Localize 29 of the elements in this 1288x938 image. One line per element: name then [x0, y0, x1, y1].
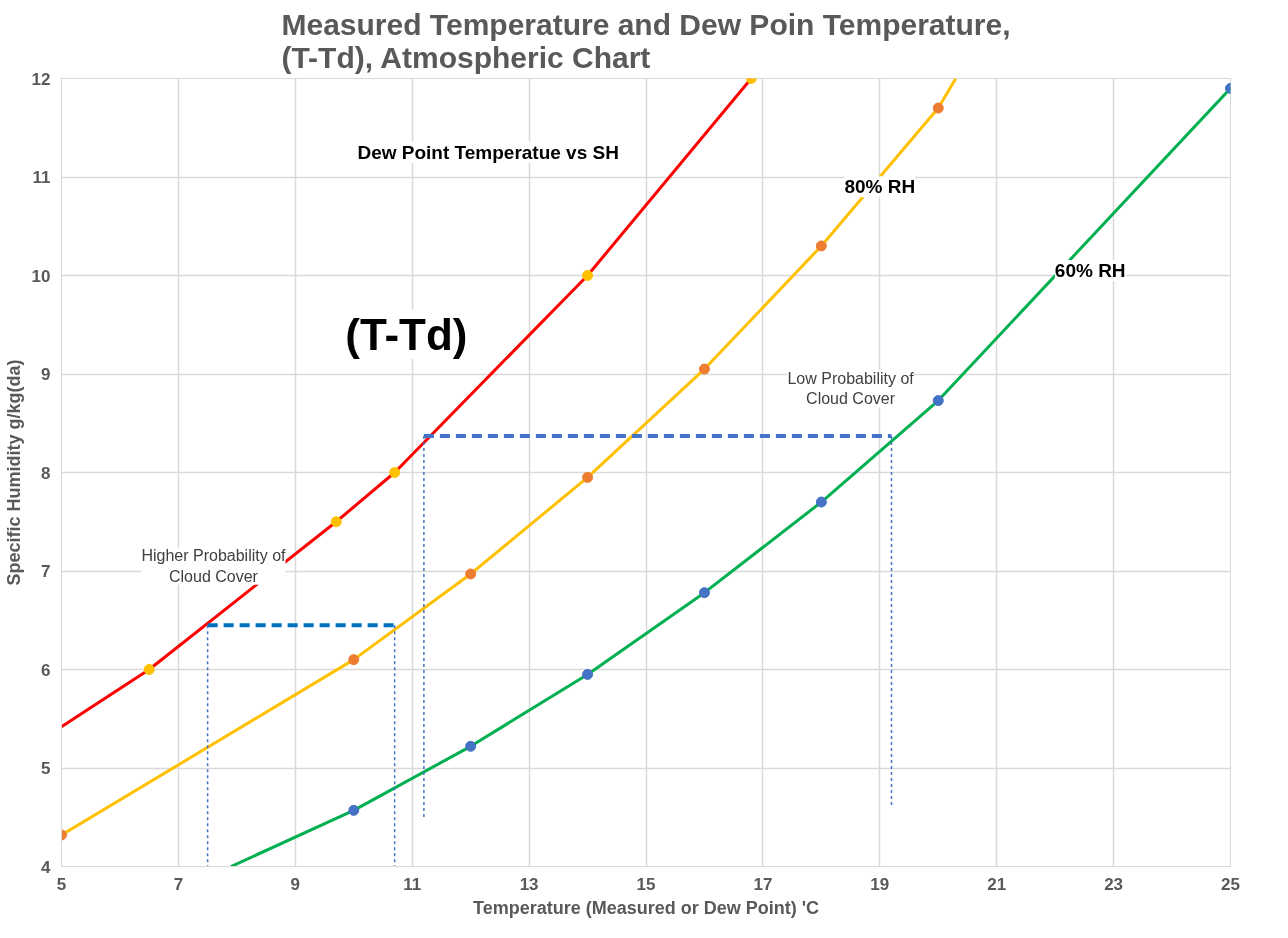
- x-tick-label: 17: [753, 874, 773, 894]
- y-tick-label: 7: [41, 562, 51, 581]
- y-tick-label: 5: [41, 759, 51, 778]
- y-tick-label: 11: [32, 168, 51, 187]
- annotation: Dew Point Temperatue vs SH: [357, 141, 619, 163]
- x-axis-title: Temperature (Measured or Dew Point) 'C: [473, 897, 820, 918]
- annotation: Higher Probability of Cloud Cover: [141, 547, 287, 585]
- y-tick-label: 10: [31, 266, 51, 286]
- annotation: (T-Td): [345, 310, 468, 360]
- y-tick-label: 12: [31, 69, 51, 89]
- annotation: 60% RH: [1054, 260, 1126, 282]
- x-tick-label: 15: [636, 874, 656, 894]
- x-tick-label: 25: [1221, 874, 1240, 894]
- y-tick-label: 4: [41, 857, 52, 877]
- x-tick-label: 9: [290, 874, 301, 894]
- y-tick-label: 8: [41, 463, 51, 483]
- y-axis-title: Specific Humidity g/kg(da): [3, 359, 24, 586]
- x-tick-label: 5: [56, 874, 67, 894]
- y-tick-label: 9: [41, 365, 51, 384]
- annotation: Low Probability of Cloud Cover: [787, 370, 915, 408]
- x-tick-label: 13: [519, 874, 539, 894]
- annotation: 80% RH: [844, 176, 916, 198]
- x-tick-label: 11: [403, 874, 422, 894]
- chart-title: Measured Temperature and Dew Poin Temperature, (T-Td), Atmospheric Chart: [281, 7, 1011, 74]
- x-tick-label: 21: [987, 874, 1007, 894]
- y-tick-label: 6: [41, 660, 51, 680]
- x-tick-label: 7: [173, 874, 184, 894]
- x-tick-label: 23: [1104, 874, 1124, 894]
- x-tick-label: 19: [870, 874, 890, 894]
